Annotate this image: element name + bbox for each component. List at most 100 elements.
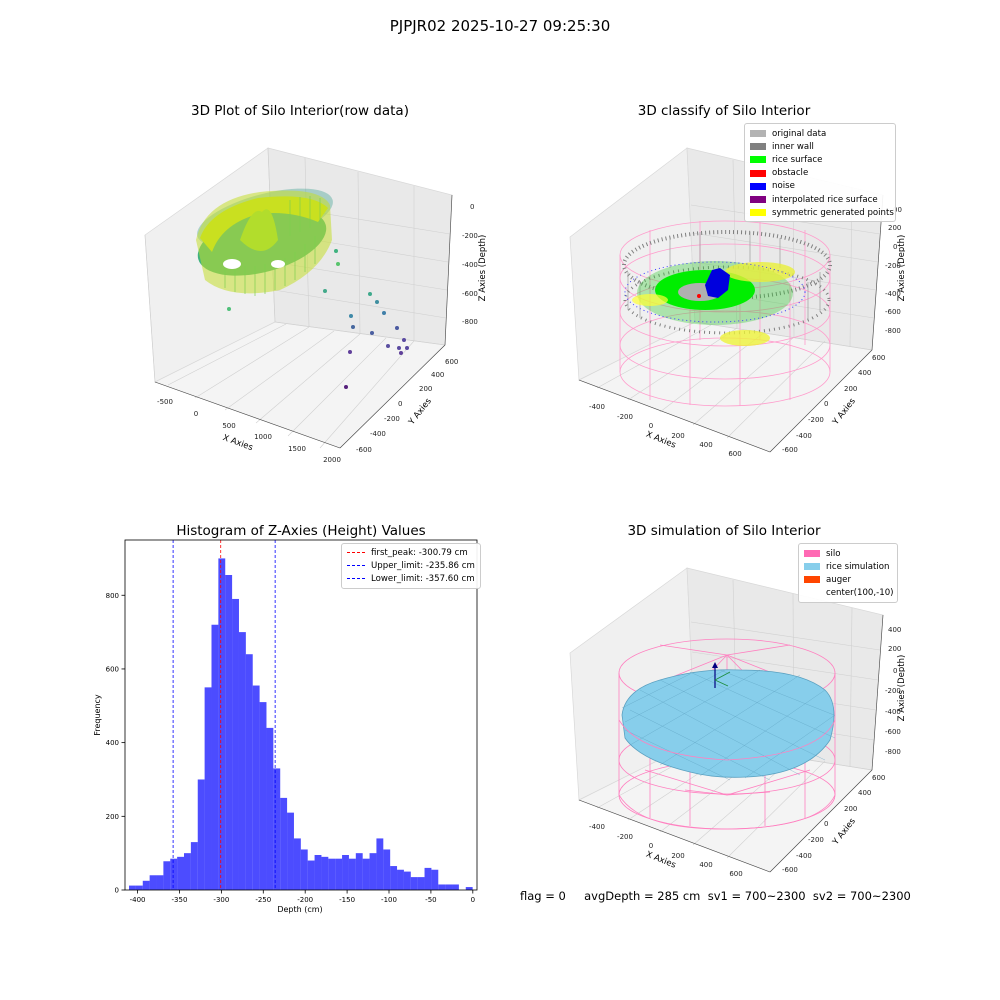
svg-text:-600: -600	[462, 290, 478, 298]
svg-text:-200: -200	[808, 416, 824, 424]
histogram-bar	[238, 632, 246, 890]
legend-item-inner-wall: inner wall	[750, 140, 890, 153]
histogram-bar	[445, 884, 453, 890]
svg-text:400: 400	[888, 626, 901, 634]
histogram-bar	[129, 885, 136, 890]
histogram-bar	[211, 624, 219, 890]
histogram-bar	[259, 702, 267, 890]
histogram-bar	[266, 727, 274, 890]
legend-item-first-peak: first_peak: -300.79 cm	[347, 546, 475, 559]
histogram-bar	[369, 853, 377, 890]
histogram-bar	[383, 849, 391, 890]
histogram-bar	[410, 877, 418, 890]
svg-text:-200: -200	[462, 232, 478, 240]
svg-text:600: 600	[872, 774, 885, 782]
histogram-bar	[335, 858, 343, 890]
legend-item-original-data: original data	[750, 127, 890, 140]
svg-text:2000: 2000	[323, 456, 341, 464]
simulation-3d-plot: -400 -200 0 200 400 600 X Axies -600 -40…	[569, 567, 905, 878]
svg-text:0: 0	[893, 243, 897, 251]
x-tick-label: -200	[297, 896, 313, 904]
histogram-bar	[417, 877, 425, 890]
histogram-bar	[190, 842, 198, 890]
raw-y-label: Y Axies	[406, 396, 434, 428]
raw-x-label: X Axies	[221, 433, 254, 453]
svg-text:-400: -400	[589, 823, 605, 831]
svg-text:-400: -400	[796, 852, 812, 860]
x-tick-label: -250	[255, 896, 271, 904]
svg-text:-200: -200	[617, 413, 633, 421]
svg-text:-500: -500	[157, 398, 173, 406]
svg-text:500: 500	[222, 422, 235, 430]
svg-text:200: 200	[888, 224, 901, 232]
histogram-bar	[376, 838, 384, 890]
svg-text:-400: -400	[885, 708, 901, 716]
svg-text:-200: -200	[808, 836, 824, 844]
classify-legend: original data inner wall rice surface ob…	[744, 123, 896, 223]
svg-text:200: 200	[671, 852, 684, 860]
legend-item-auger: auger	[804, 573, 892, 586]
histogram-bar	[307, 860, 315, 890]
svg-text:0: 0	[470, 203, 474, 211]
histogram-bar	[184, 853, 191, 890]
y-tick-label: 600	[106, 665, 119, 673]
simulation-z-label: Z Axies (Depth)	[897, 655, 905, 722]
histogram-bar	[135, 885, 143, 890]
simulation-y-ticks: -600 -400 -200 0 200 400 600	[782, 774, 885, 874]
histogram-bar	[142, 880, 150, 890]
histogram-bar	[424, 867, 432, 890]
svg-text:1500: 1500	[288, 445, 306, 453]
histogram-title: Histogram of Z-Axies (Height) Values	[176, 523, 426, 539]
histogram-bar	[287, 812, 294, 890]
svg-text:-400: -400	[796, 432, 812, 440]
histogram-reference-lines	[172, 540, 276, 890]
histogram-bar	[197, 779, 205, 890]
histogram-bar	[328, 858, 336, 890]
svg-text:0: 0	[824, 400, 828, 408]
legend-item-silo: silo	[804, 547, 892, 560]
histogram-bar	[465, 887, 473, 890]
legend-item-lower-limit: Lower_limit: -357.60 cm	[347, 572, 475, 585]
svg-text:-800: -800	[885, 327, 901, 335]
svg-text:1000: 1000	[254, 433, 272, 441]
histogram-bar	[397, 869, 404, 890]
svg-text:-800: -800	[885, 748, 901, 756]
raw-3d-plot: -500 0 500 1000 1500 2000 X Axies -600 -…	[144, 147, 488, 464]
svg-text:0: 0	[194, 410, 198, 418]
svg-text:600: 600	[872, 354, 885, 362]
svg-text:-600: -600	[782, 446, 798, 454]
y-tick-label: 200	[106, 813, 119, 821]
svg-text:600: 600	[729, 870, 742, 878]
svg-text:400: 400	[858, 789, 871, 797]
svg-text:400: 400	[699, 861, 712, 869]
classify-z-label: Z Axies (Depth)	[897, 235, 905, 302]
histogram-bar	[348, 858, 356, 890]
svg-text:-600: -600	[885, 308, 901, 316]
svg-text:200: 200	[671, 432, 684, 440]
classify-panel-title: 3D classify of Silo Interior	[637, 103, 811, 119]
classify-z-ticks: 00 200 0 -200 -400 -600 -800	[885, 206, 902, 335]
histogram-bar	[245, 654, 253, 890]
histogram-bar	[232, 598, 239, 890]
raw-z-ticks: 0 -200 -400 -600 -800	[462, 203, 478, 326]
histogram-legend: first_peak: -300.79 cm Upper_limit: -235…	[341, 543, 481, 589]
histogram-bar	[321, 856, 329, 890]
svg-text:0: 0	[649, 422, 653, 430]
svg-text:-600: -600	[356, 446, 372, 454]
legend-item-interpolated: interpolated rice surface	[750, 193, 890, 206]
histogram-bar	[273, 768, 281, 890]
status-footer: flag = 0 avgDepth = 285 cm sv1 = 700~230…	[520, 889, 911, 903]
histogram-bar	[403, 871, 411, 890]
simulation-panel-title: 3D simulation of Silo Interior	[627, 523, 821, 539]
histogram-bar	[293, 838, 301, 890]
svg-text:600: 600	[445, 358, 458, 366]
legend-item-symmetric: symmetric generated points	[750, 206, 894, 219]
histogram-bar	[280, 797, 288, 890]
figure-title: PJPJR02 2025-10-27 09:25:30	[389, 17, 611, 35]
svg-text:-400: -400	[589, 403, 605, 411]
svg-text:0: 0	[893, 667, 897, 675]
histogram-bar	[362, 858, 370, 890]
histogram-bar	[218, 558, 226, 890]
svg-text:-600: -600	[782, 866, 798, 874]
x-tick-label: -100	[381, 896, 397, 904]
